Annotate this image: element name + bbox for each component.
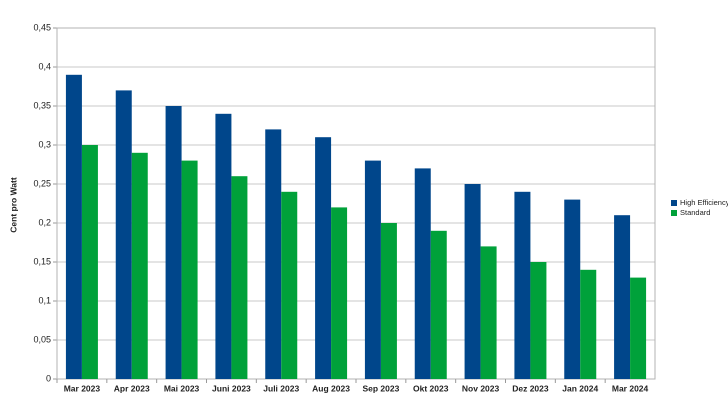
bar [530,262,547,379]
x-tick-label: Okt 2023 [413,383,449,393]
bar [514,191,531,379]
bar [614,215,631,379]
bar [331,207,348,379]
bar [131,152,148,379]
y-tick-label: 0,2 [38,217,51,227]
bar [65,74,82,380]
x-tick-label: Juli 2023 [263,383,299,393]
x-tick-label: Sep 2023 [362,383,399,393]
legend-swatch [671,210,677,216]
y-tick-label: 0,35 [33,100,51,110]
y-tick-label: 0,4 [38,61,51,71]
bar [580,269,597,379]
x-tick-label: Mai 2023 [164,383,200,393]
bar [181,160,198,379]
x-tick-label: Jan 2024 [562,383,598,393]
y-tick-label: 0,15 [33,256,51,266]
y-tick-label: 0,45 [33,22,51,32]
y-tick-label: 0,3 [38,139,51,149]
x-tick-label: Mar 2024 [612,383,649,393]
bar [430,230,447,379]
y-tick-label: 0,1 [38,295,51,305]
y-tick-label: 0 [46,373,51,383]
x-tick-label: Apr 2023 [114,383,150,393]
y-tick-label: 0,25 [33,178,51,188]
bar [480,246,497,379]
bar [165,106,182,379]
bar [564,199,581,379]
bar [215,113,232,380]
bar [231,176,248,379]
legend-label: High Efficiency [680,198,728,207]
bar [265,129,282,379]
bar [81,145,98,379]
y-tick-label: 0,05 [33,334,51,344]
legend-label: Standard [680,208,710,217]
x-tick-label: Juni 2023 [212,383,251,393]
x-tick-label: Dez 2023 [512,383,549,393]
x-tick-label: Mar 2023 [64,383,101,393]
bar [281,191,298,379]
legend-swatch [671,200,677,206]
bar [464,184,481,379]
y-axis-label: Cent pro Watt [8,177,18,233]
bar [380,223,397,379]
bar [414,168,431,379]
bar [315,137,332,379]
bar [115,90,132,380]
x-tick-label: Nov 2023 [462,383,500,393]
bar [630,277,647,379]
x-tick-label: Aug 2023 [312,383,350,393]
bar [364,160,381,379]
